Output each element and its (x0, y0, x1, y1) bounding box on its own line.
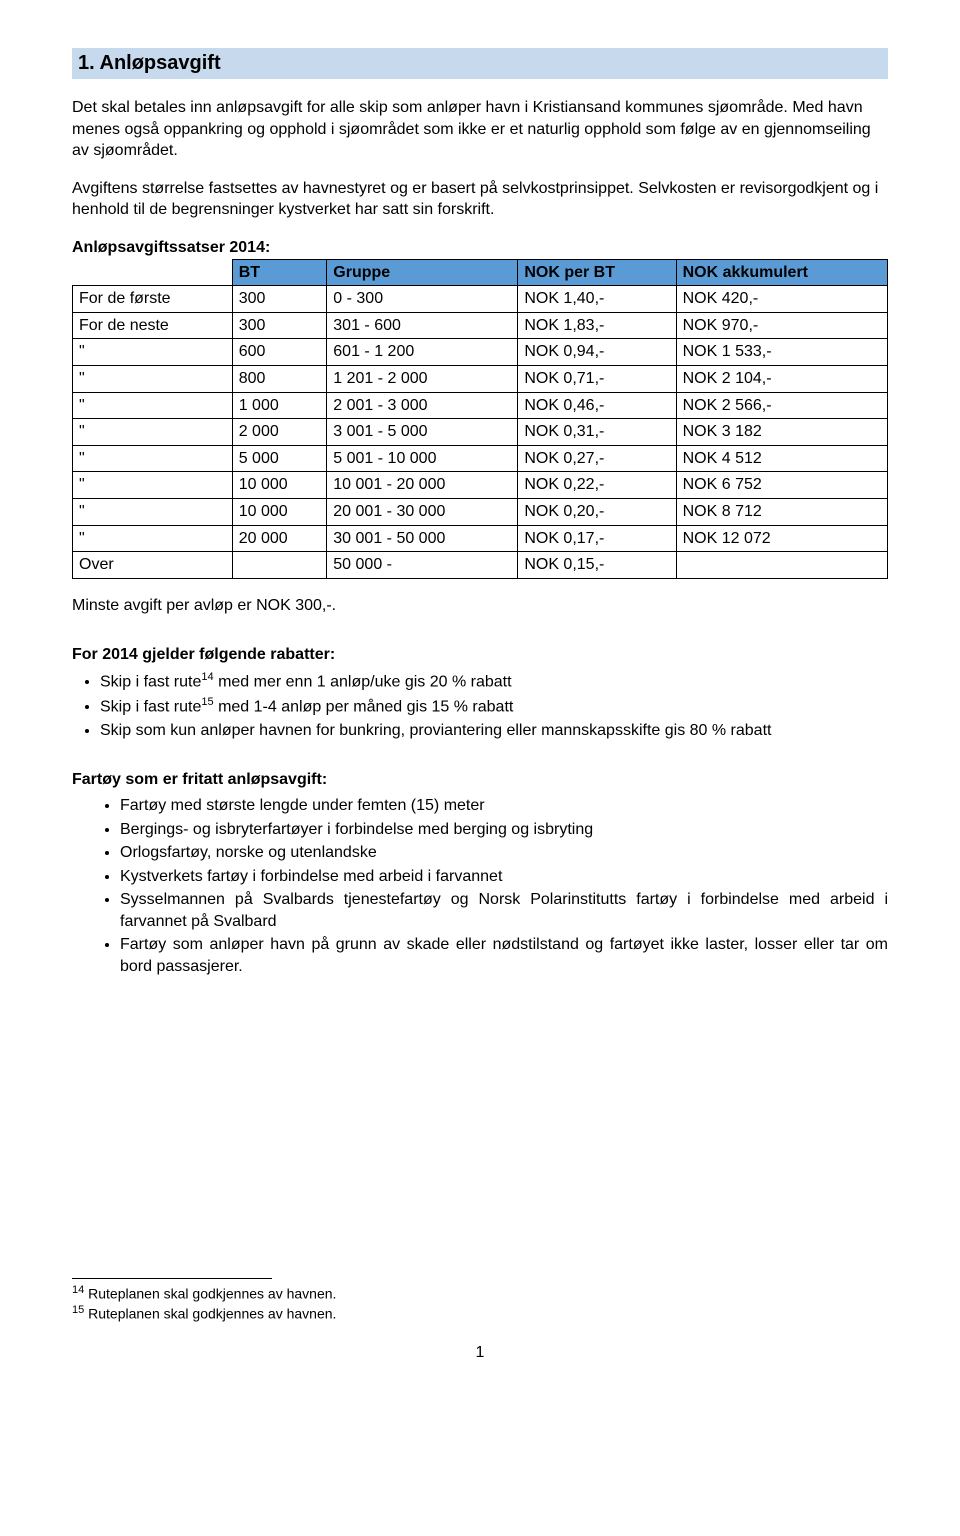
table-cell: 5 000 (232, 445, 327, 472)
table-cell: 0 - 300 (327, 286, 518, 313)
table-row: "600601 - 1 200NOK 0,94,-NOK 1 533,- (73, 339, 888, 366)
table-cell: 2 000 (232, 419, 327, 446)
exempt-list: Fartøy med største lengde under femten (… (72, 795, 888, 978)
table-row: "2 0003 001 - 5 000NOK 0,31,-NOK 3 182 (73, 419, 888, 446)
table-cell: 800 (232, 365, 327, 392)
table-cell: NOK 0,71,- (518, 365, 676, 392)
list-item: Sysselmannen på Svalbards tjenestefartøy… (120, 889, 888, 932)
table-cell: NOK 1,40,- (518, 286, 676, 313)
table-cell: For de første (73, 286, 233, 313)
table-cell: 1 201 - 2 000 (327, 365, 518, 392)
table-header-row: BT Gruppe NOK per BT NOK akkumulert (73, 259, 888, 286)
table-row: "1 0002 001 - 3 000NOK 0,46,-NOK 2 566,- (73, 392, 888, 419)
table-cell: NOK 420,- (676, 286, 887, 313)
table-row: "8001 201 - 2 000NOK 0,71,-NOK 2 104,- (73, 365, 888, 392)
table-row: "20 00030 001 - 50 000NOK 0,17,-NOK 12 0… (73, 525, 888, 552)
table-cell: " (73, 392, 233, 419)
table-cell: " (73, 525, 233, 552)
table-cell: NOK 0,15,- (518, 552, 676, 579)
footnote-14: 14 Ruteplanen skal godkjennes av havnen. (72, 1283, 888, 1304)
table-cell: NOK 2 104,- (676, 365, 887, 392)
table-cell: NOK 4 512 (676, 445, 887, 472)
col-bt: BT (232, 259, 327, 286)
table-cell: 301 - 600 (327, 312, 518, 339)
table-cell: NOK 0,27,- (518, 445, 676, 472)
rates-table: BT Gruppe NOK per BT NOK akkumulert For … (72, 259, 888, 579)
table-cell: 3 001 - 5 000 (327, 419, 518, 446)
table-cell: " (73, 365, 233, 392)
section-heading: 1. Anløpsavgift (72, 48, 888, 79)
footnote-14-num: 14 (72, 1284, 84, 1296)
table-cell: NOK 6 752 (676, 472, 887, 499)
table-caption: Anløpsavgiftssatser 2014: (72, 237, 888, 259)
table-cell: NOK 0,22,- (518, 472, 676, 499)
min-fee: Minste avgift per avløp er NOK 300,-. (72, 595, 888, 617)
footnote-15-num: 15 (72, 1304, 84, 1316)
footnote-14-text: Ruteplanen skal godkjennes av havnen. (84, 1285, 336, 1301)
table-cell: 2 001 - 3 000 (327, 392, 518, 419)
discounts-heading: For 2014 gjelder følgende rabatter: (72, 644, 888, 666)
page-number: 1 (72, 1342, 888, 1364)
list-item: Skip som kun anløper havnen for bunkring… (100, 720, 888, 742)
table-cell: 30 001 - 50 000 (327, 525, 518, 552)
table-cell: 50 000 - (327, 552, 518, 579)
table-cell: NOK 0,46,- (518, 392, 676, 419)
table-cell: NOK 1 533,- (676, 339, 887, 366)
col-blank (73, 259, 233, 286)
table-cell: 10 000 (232, 472, 327, 499)
table-cell: NOK 2 566,- (676, 392, 887, 419)
list-item: Skip i fast rute15 med 1-4 anløp per mån… (100, 695, 888, 718)
table-row: For de første3000 - 300NOK 1,40,-NOK 420… (73, 286, 888, 313)
table-cell (232, 552, 327, 579)
table-cell (676, 552, 887, 579)
table-cell: 5 001 - 10 000 (327, 445, 518, 472)
table-row: "5 0005 001 - 10 000NOK 0,27,-NOK 4 512 (73, 445, 888, 472)
list-item: Orlogsfartøy, norske og utenlandske (120, 842, 888, 864)
list-item: Kystverkets fartøy i forbindelse med arb… (120, 866, 888, 888)
table-cell: 10 001 - 20 000 (327, 472, 518, 499)
footnotes: 14 Ruteplanen skal godkjennes av havnen.… (72, 1278, 888, 1324)
table-cell: 300 (232, 286, 327, 313)
table-cell: NOK 0,17,- (518, 525, 676, 552)
table-row: "10 00020 001 - 30 000NOK 0,20,-NOK 8 71… (73, 498, 888, 525)
table-cell: 601 - 1 200 (327, 339, 518, 366)
list-item: Bergings- og isbryterfartøyer i forbinde… (120, 819, 888, 841)
table-cell: 20 001 - 30 000 (327, 498, 518, 525)
table-row: Over 50 000 -NOK 0,15,- (73, 552, 888, 579)
table-cell: 10 000 (232, 498, 327, 525)
exempt-heading: Fartøy som er fritatt anløpsavgift: (72, 769, 888, 791)
table-cell: For de neste (73, 312, 233, 339)
table-cell: NOK 1,83,- (518, 312, 676, 339)
footnote-15-text: Ruteplanen skal godkjennes av havnen. (84, 1306, 336, 1322)
table-cell: " (73, 339, 233, 366)
table-cell: " (73, 445, 233, 472)
table-cell: NOK 0,94,- (518, 339, 676, 366)
intro-paragraph-1: Det skal betales inn anløpsavgift for al… (72, 97, 888, 162)
table-cell: NOK 3 182 (676, 419, 887, 446)
table-cell: " (73, 472, 233, 499)
table-cell: 300 (232, 312, 327, 339)
table-cell: 600 (232, 339, 327, 366)
table-cell: NOK 970,- (676, 312, 887, 339)
table-cell: Over (73, 552, 233, 579)
table-cell: NOK 0,31,- (518, 419, 676, 446)
table-cell: NOK 8 712 (676, 498, 887, 525)
col-gruppe: Gruppe (327, 259, 518, 286)
table-cell: 1 000 (232, 392, 327, 419)
table-cell: " (73, 419, 233, 446)
list-item: Fartøy som anløper havn på grunn av skad… (120, 934, 888, 977)
intro-paragraph-2: Avgiftens størrelse fastsettes av havnes… (72, 178, 888, 221)
table-row: For de neste300301 - 600NOK 1,83,-NOK 97… (73, 312, 888, 339)
table-cell: " (73, 498, 233, 525)
table-row: "10 00010 001 - 20 000NOK 0,22,-NOK 6 75… (73, 472, 888, 499)
list-item: Fartøy med største lengde under femten (… (120, 795, 888, 817)
table-cell: NOK 12 072 (676, 525, 887, 552)
table-cell: 20 000 (232, 525, 327, 552)
col-nok-per-bt: NOK per BT (518, 259, 676, 286)
discounts-list: Skip i fast rute14 med mer enn 1 anløp/u… (72, 670, 888, 741)
footnote-15: 15 Ruteplanen skal godkjennes av havnen. (72, 1303, 888, 1324)
table-cell: NOK 0,20,- (518, 498, 676, 525)
col-nok-akk: NOK akkumulert (676, 259, 887, 286)
list-item: Skip i fast rute14 med mer enn 1 anløp/u… (100, 670, 888, 693)
